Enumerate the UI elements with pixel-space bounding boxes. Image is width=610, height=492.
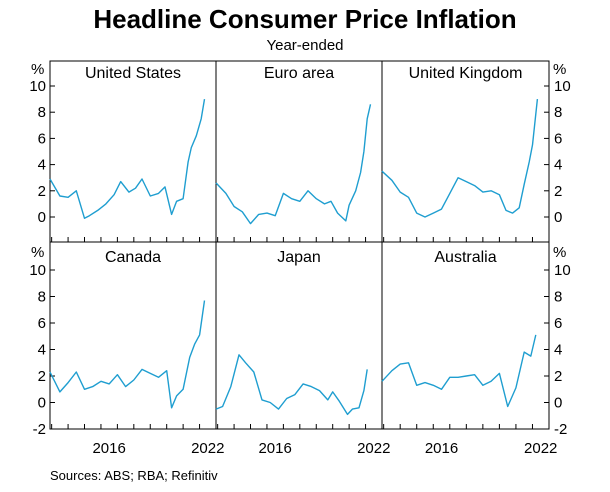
y-tick-label-left: 8 bbox=[38, 104, 46, 121]
series-line-united-states bbox=[49, 98, 206, 220]
y-tick-label-left: 0 bbox=[38, 395, 46, 412]
y-tick-label-right: 6 bbox=[554, 315, 562, 332]
y-tick-label-left: 4 bbox=[38, 342, 46, 359]
chart-source: Sources: ABS; RBA; Refinitiv bbox=[50, 468, 218, 483]
series-line-australia bbox=[381, 334, 537, 408]
x-tick-label: 2022 bbox=[191, 440, 224, 457]
y-tick-label-right: 4 bbox=[554, 342, 562, 359]
y-unit-label-left: % bbox=[31, 244, 44, 261]
x-tick-label: 2022 bbox=[524, 440, 557, 457]
y-tick-label-right: 10 bbox=[554, 78, 571, 95]
x-tick-label: 2022 bbox=[357, 440, 390, 457]
panel-title-japan: Japan bbox=[277, 249, 321, 266]
y-tick-label-left: 2 bbox=[38, 368, 46, 385]
x-tick-label: 2016 bbox=[258, 440, 291, 457]
chart-title: Headline Consumer Price Inflation bbox=[93, 4, 517, 34]
y-tick-label-right: -2 bbox=[554, 421, 567, 438]
y-tick-label-left: 6 bbox=[38, 315, 46, 332]
y-tick-label-right: 0 bbox=[554, 395, 562, 412]
y-tick-label-right: 2 bbox=[554, 368, 562, 385]
y-tick-label-right: 6 bbox=[554, 130, 562, 147]
x-tick-label: 2016 bbox=[92, 440, 125, 457]
panel-title-euro-area: Euro area bbox=[264, 65, 334, 82]
y-tick-label-right: 10 bbox=[554, 262, 571, 279]
y-tick-label-left: -2 bbox=[33, 421, 46, 438]
y-tick-label-left: 0 bbox=[38, 209, 46, 226]
chart-frame bbox=[49, 60, 550, 430]
y-tick-label-left: 10 bbox=[29, 78, 46, 95]
series-line-euro-area bbox=[215, 104, 372, 225]
panel-title-united-kingdom: United Kingdom bbox=[409, 65, 523, 82]
x-tick-label: 2016 bbox=[425, 440, 458, 457]
series-line-united-kingdom bbox=[381, 99, 539, 218]
y-tick-label-right: 0 bbox=[554, 209, 562, 226]
panel-title-canada: Canada bbox=[105, 249, 161, 266]
y-unit-label-right: % bbox=[553, 61, 566, 78]
y-tick-label-left: 8 bbox=[38, 289, 46, 306]
panel-title-australia: Australia bbox=[434, 249, 496, 266]
y-unit-label-left: % bbox=[31, 61, 44, 78]
y-tick-label-right: 4 bbox=[554, 157, 562, 174]
y-tick-label-right: 8 bbox=[554, 289, 562, 306]
y-tick-label-right: 8 bbox=[554, 104, 562, 121]
panel-title-united-states: United States bbox=[85, 65, 181, 82]
series-line-japan bbox=[215, 354, 368, 416]
series-line-canada bbox=[49, 300, 206, 409]
y-tick-label-left: 4 bbox=[38, 157, 46, 174]
y-unit-label-right: % bbox=[553, 244, 566, 261]
y-tick-label-left: 10 bbox=[29, 262, 46, 279]
y-tick-label-left: 6 bbox=[38, 130, 46, 147]
y-tick-label-left: 2 bbox=[38, 183, 46, 200]
y-tick-label-right: 2 bbox=[554, 183, 562, 200]
chart-subtitle: Year-ended bbox=[266, 37, 344, 54]
